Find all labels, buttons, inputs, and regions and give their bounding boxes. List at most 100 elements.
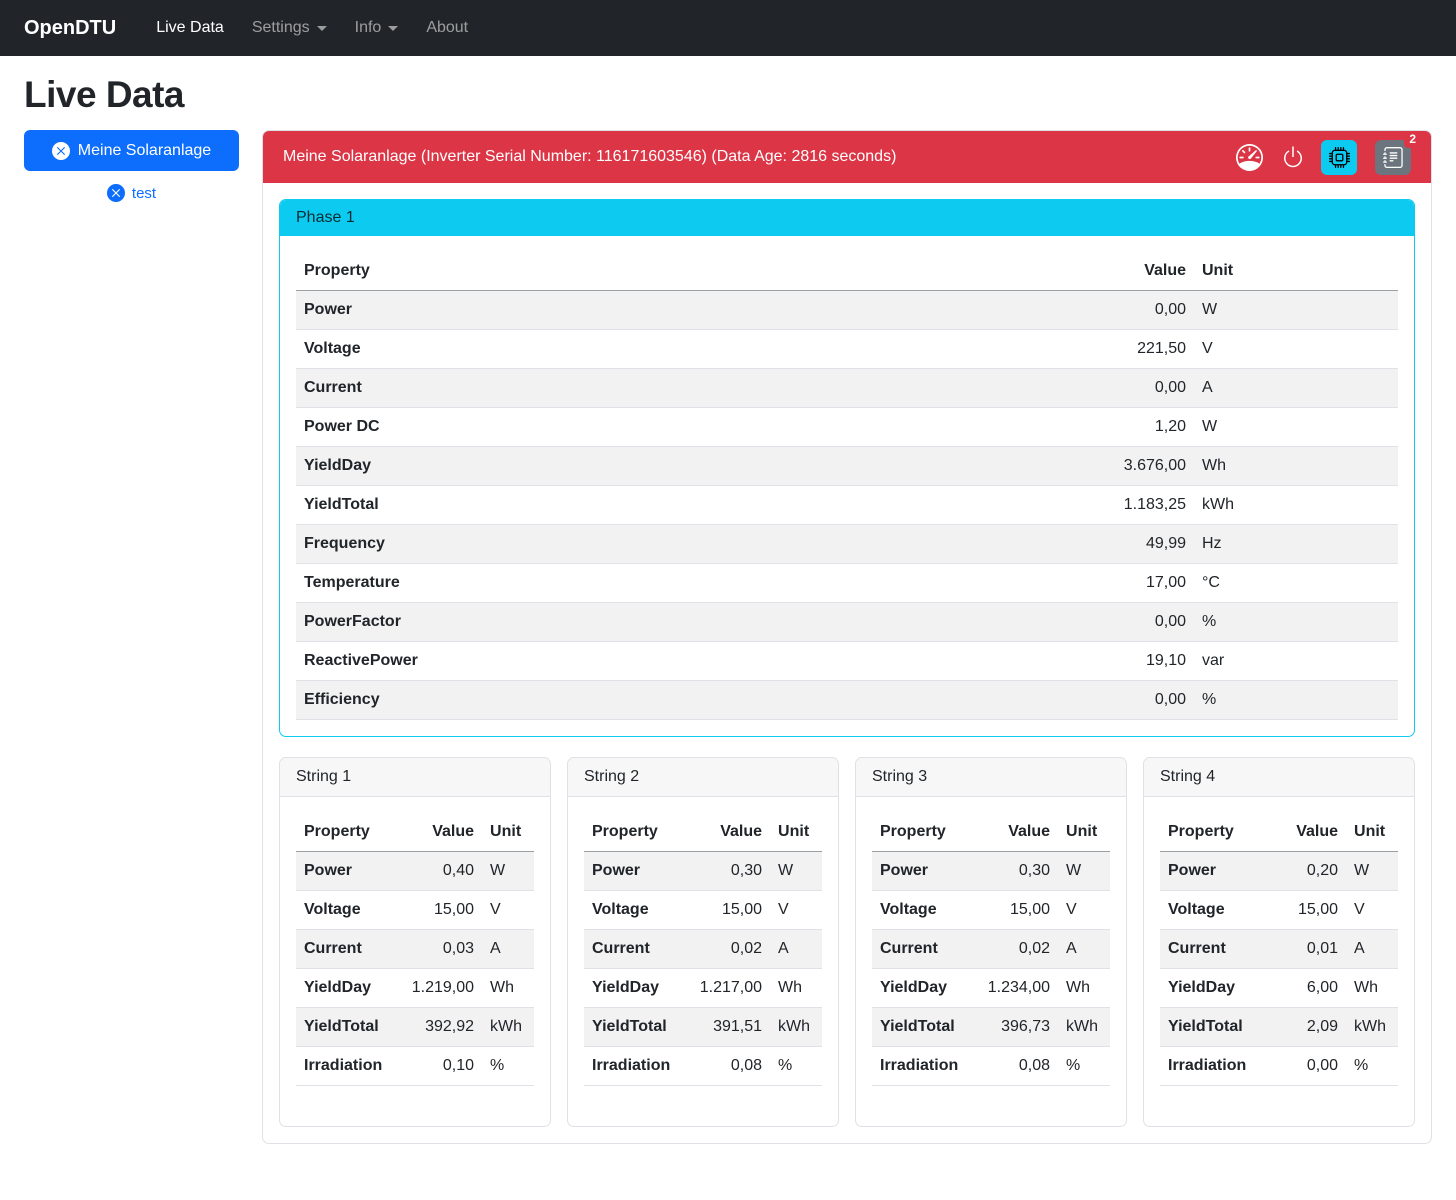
string-1-table: Property Value Unit Power 0,40 W Voltage 15,00…: [296, 813, 534, 1086]
sidebar-item-test[interactable]: test: [24, 184, 239, 202]
table-row: Irradiation 0,08%: [584, 1047, 822, 1086]
cpu-icon: [1328, 146, 1350, 168]
value-cell: 17,00: [1145, 574, 1186, 591]
value-cell: 0,00: [1306, 1057, 1339, 1074]
table-row: Frequency 49,99 Hz: [296, 524, 1398, 564]
speedometer-icon[interactable]: [1234, 142, 1265, 173]
property-cell: Power: [880, 862, 929, 879]
phase-1-card: Phase 1 Property Value Unit Power 0,00 W Volt…: [279, 199, 1415, 737]
unit-cell: Wh: [1202, 457, 1226, 474]
property-cell: Current: [304, 379, 362, 396]
property-cell: YieldTotal: [592, 1018, 667, 1035]
sidebar-item-label: test: [131, 184, 157, 202]
property-cell: YieldDay: [592, 979, 659, 996]
x-circle-icon: [51, 141, 70, 160]
string-4-card: String 4 Property Value Unit Power 0,20 W Vol…: [1143, 757, 1415, 1127]
property-cell: Frequency: [304, 535, 385, 552]
value-cell: 0,40: [442, 862, 475, 879]
x-circle-icon: [106, 184, 125, 202]
table-row: Power 0,00 W: [296, 290, 1398, 330]
table-row: Efficiency 0,00%: [296, 680, 1398, 720]
unit-cell: W: [1354, 862, 1370, 879]
nav-item-info[interactable]: Info: [355, 19, 399, 37]
table-row: Irradiation 0,00%: [1160, 1047, 1398, 1086]
column-header-property: Property: [304, 823, 370, 840]
top-navbar: OpenDTU Live Data Settings Info About: [0, 0, 1456, 56]
column-header-property: Property: [1168, 823, 1234, 840]
table-row: YieldDay 1.219,00 Wh: [296, 969, 534, 1008]
column-header-value: Value: [1008, 823, 1051, 840]
table-row: Voltage 15,00 V: [1160, 891, 1398, 930]
property-cell: Efficiency: [304, 691, 380, 708]
nav-item-settings[interactable]: Settings: [252, 19, 327, 37]
sidebar-item-meine-solaranlage[interactable]: Meine Solaranlage: [24, 130, 239, 171]
table-header-row: Property Value Unit: [872, 813, 1110, 852]
unit-cell: kWh: [1354, 1018, 1387, 1035]
nav-item-live-data[interactable]: Live Data: [156, 19, 224, 36]
strings-row: String 1 Property Value Unit Power 0,40 W Vol…: [279, 757, 1415, 1127]
table-row: Voltage 15,00 V: [296, 891, 534, 930]
string-4-table: Property Value Unit Power 0,20 W Voltage 15,00…: [1160, 813, 1398, 1086]
table-row: YieldDay 6,00 Wh: [1160, 969, 1398, 1008]
unit-cell: A: [1354, 940, 1365, 957]
property-cell: YieldTotal: [304, 496, 379, 513]
property-cell: YieldTotal: [304, 1018, 379, 1035]
string-3-table: Property Value Unit Power 0,30 W Voltage 15,00…: [872, 813, 1110, 1086]
power-icon[interactable]: [1279, 143, 1307, 171]
property-cell: Current: [880, 940, 938, 957]
table-row: YieldDay 1.234,00 Wh: [872, 969, 1110, 1008]
chevron-down-icon: [388, 25, 399, 31]
table-header-row: Property Value Unit: [296, 813, 534, 852]
value-cell: 221,50: [1137, 340, 1186, 357]
value-cell: 0,30: [1018, 862, 1051, 879]
brand-logo[interactable]: OpenDTU: [24, 16, 117, 39]
value-cell: 396,73: [1001, 1018, 1051, 1035]
table-row: Current 0,03 A: [296, 929, 534, 969]
table-row: Power 0,30 W: [584, 851, 822, 891]
table-header-row: Property Value Unit: [296, 252, 1398, 291]
nav-item-about[interactable]: About: [426, 19, 469, 36]
column-header-value: Value: [1144, 262, 1186, 279]
unit-cell: Wh: [1066, 979, 1091, 996]
property-cell: PowerFactor: [304, 613, 401, 630]
table-row: Irradiation 0,08%: [872, 1047, 1110, 1086]
unit-cell: var: [1202, 652, 1225, 669]
unit-cell: V: [1066, 901, 1077, 918]
value-cell: 3.676,00: [1123, 457, 1186, 474]
table-row: Temperature 17,00 °C: [296, 564, 1398, 603]
table-row: YieldDay 3.676,00 Wh: [296, 446, 1398, 486]
nav-item-settings-label: Settings: [251, 19, 310, 36]
value-cell: 0,00: [1154, 691, 1186, 708]
value-cell: 0,02: [730, 940, 763, 957]
unit-cell: V: [1354, 901, 1365, 918]
property-cell: Power: [1168, 862, 1217, 879]
value-cell: 1.217,00: [699, 979, 763, 996]
table-row: Current 0,02 A: [872, 929, 1110, 969]
property-cell: ReactivePower: [304, 652, 418, 669]
unit-cell: Wh: [778, 979, 803, 996]
property-cell: Voltage: [304, 340, 361, 357]
unit-cell: kWh: [490, 1018, 523, 1035]
value-cell: 0,03: [442, 940, 475, 957]
property-cell: Power DC: [304, 418, 380, 435]
value-cell: 0,01: [1306, 940, 1339, 957]
event-count-badge: 2: [1404, 130, 1421, 148]
column-header-value: Value: [720, 823, 763, 840]
table-row: Voltage 15,00 V: [872, 891, 1110, 930]
table-row: Current 0,00 A: [296, 368, 1398, 408]
unit-cell: A: [778, 940, 789, 957]
string-1-card: String 1 Property Value Unit Power 0,40 W Vol…: [279, 757, 551, 1127]
table-row: Voltage 221,50 V: [296, 330, 1398, 369]
value-cell: 15,00: [434, 901, 475, 918]
unit-cell: kWh: [1066, 1018, 1099, 1035]
event-log-button[interactable]: 2: [1375, 130, 1421, 175]
unit-cell: A: [1066, 940, 1077, 957]
sidebar-item-label: Meine Solaranlage: [77, 141, 212, 159]
value-cell: 0,00: [1154, 301, 1186, 318]
property-cell: Current: [1168, 940, 1226, 957]
table-row: Power DC 1,20 W: [296, 408, 1398, 447]
column-header-property: Property: [880, 823, 946, 840]
property-cell: Irradiation: [592, 1057, 671, 1074]
phase-1-table: Property Value Unit Power 0,00 W Voltage 221,5…: [296, 252, 1398, 720]
cpu-info-button[interactable]: [1321, 139, 1357, 175]
